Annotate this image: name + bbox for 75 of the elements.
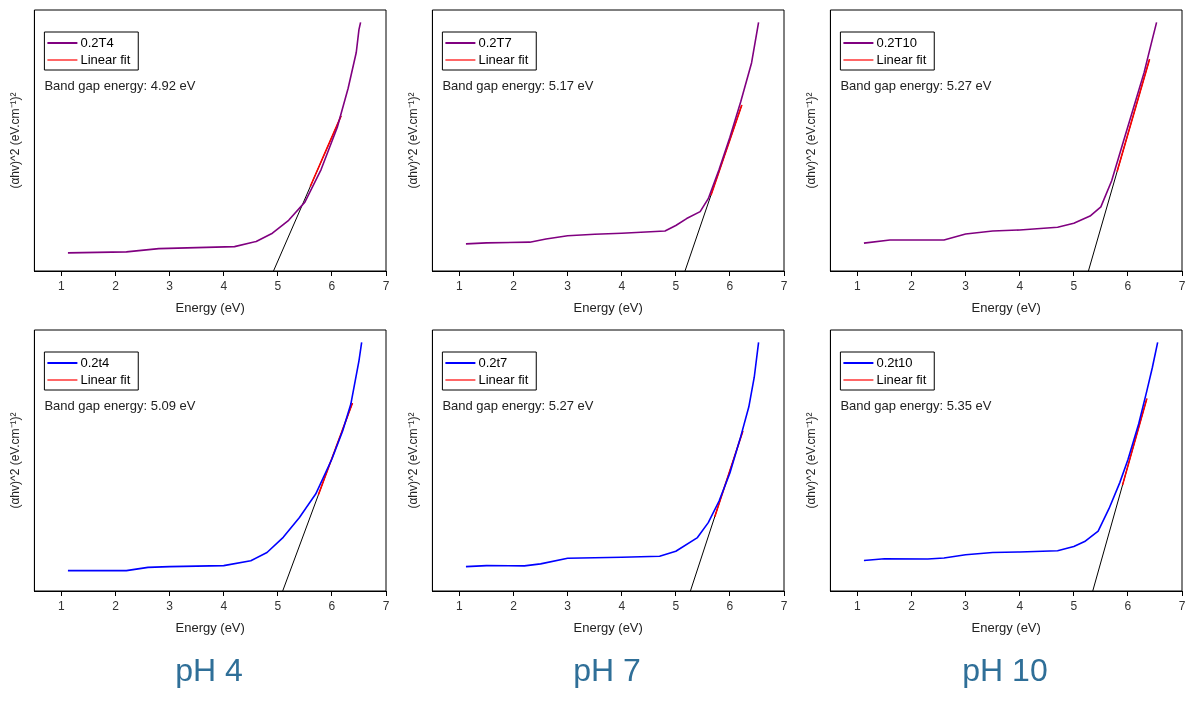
y-axis-title: (αhv)^2 (eV.cm⁻¹)² — [405, 92, 420, 189]
x-tick-label: 3 — [564, 278, 572, 293]
legend-label: Linear fit — [80, 371, 131, 387]
x-tick-label: 5 — [672, 278, 680, 293]
x-tick-label: 6 — [328, 278, 336, 293]
x-tick-label: 5 — [274, 598, 282, 613]
x-tick-label: 3 — [166, 278, 174, 293]
x-tick-label: 1 — [854, 278, 862, 293]
x-tick-label: 1 — [456, 598, 464, 613]
x-tick-label: 7 — [1178, 598, 1186, 613]
legend-label: 0.2T7 — [478, 34, 512, 50]
y-axis-title: (αhv)^2 (eV.cm⁻¹)² — [7, 412, 22, 509]
x-tick-label: 1 — [58, 598, 66, 613]
annotation: Band gap energy: 5.27 eV — [442, 397, 594, 413]
text: pH 10 — [961, 652, 1049, 689]
y-axis-title: (αhv)^2 (eV.cm⁻¹)² — [405, 412, 420, 509]
legend-label: 0.2t7 — [478, 354, 508, 370]
x-tick-label: 1 — [854, 598, 862, 613]
text: pH 4 — [174, 652, 244, 689]
x-tick-label: 7 — [780, 598, 788, 613]
x-tick-label: 2 — [112, 598, 120, 613]
annotation: Band gap energy: 4.92 eV — [44, 77, 196, 93]
x-tick-label: 5 — [672, 598, 680, 613]
legend-label: 0.2t10 — [876, 354, 913, 370]
x-tick-label: 7 — [382, 598, 390, 613]
x-tick-label: 6 — [328, 598, 336, 613]
x-axis-title: Energy (eV) — [175, 619, 245, 635]
text: pH 7 — [572, 652, 642, 689]
x-tick-label: 7 — [1178, 278, 1186, 293]
legend-label: 0.2T4 — [80, 34, 114, 50]
x-tick-label: 5 — [1070, 278, 1078, 293]
x-tick-label: 5 — [1070, 598, 1078, 613]
x-axis-title: Energy (eV) — [971, 619, 1041, 635]
annotation: Band gap energy: 5.35 eV — [840, 397, 992, 413]
y-axis-title: (αhv)^2 (eV.cm⁻¹)² — [803, 92, 818, 189]
annotation: Band gap energy: 5.09 eV — [44, 397, 196, 413]
x-tick-label: 4 — [220, 598, 228, 613]
x-tick-label: 4 — [618, 598, 626, 613]
x-tick-label: 7 — [382, 278, 390, 293]
y-axis-title: (αhv)^2 (eV.cm⁻¹)² — [803, 412, 818, 509]
x-tick-label: 6 — [1124, 598, 1132, 613]
x-tick-label: 3 — [962, 598, 970, 613]
x-tick-label: 2 — [510, 278, 518, 293]
legend-label: Linear fit — [876, 371, 927, 387]
x-tick-label: 3 — [166, 598, 174, 613]
x-tick-label: 3 — [564, 598, 572, 613]
x-tick-label: 6 — [726, 598, 734, 613]
legend-label: 0.2T10 — [876, 34, 917, 50]
x-tick-label: 4 — [1016, 598, 1024, 613]
x-tick-label: 6 — [726, 278, 734, 293]
legend-label: Linear fit — [80, 51, 131, 67]
x-tick-label: 4 — [618, 278, 626, 293]
x-tick-label: 2 — [908, 598, 916, 613]
legend-label: 0.2t4 — [80, 354, 110, 370]
x-tick-label: 5 — [274, 278, 282, 293]
x-tick-label: 4 — [1016, 278, 1024, 293]
legend-label: Linear fit — [478, 51, 529, 67]
legend-label: Linear fit — [876, 51, 927, 67]
x-axis-title: Energy (eV) — [971, 299, 1041, 315]
x-axis-title: Energy (eV) — [573, 299, 643, 315]
x-axis-title: Energy (eV) — [175, 299, 245, 315]
x-axis-title: Energy (eV) — [573, 619, 643, 635]
x-tick-label: 3 — [962, 278, 970, 293]
legend-label: Linear fit — [478, 371, 529, 387]
annotation: Band gap energy: 5.27 eV — [840, 77, 992, 93]
x-tick-label: 7 — [780, 278, 788, 293]
annotation: Band gap energy: 5.17 eV — [442, 77, 594, 93]
x-tick-label: 2 — [510, 598, 518, 613]
x-tick-label: 2 — [908, 278, 916, 293]
x-tick-label: 2 — [112, 278, 120, 293]
x-tick-label: 4 — [220, 278, 228, 293]
x-tick-label: 1 — [456, 278, 464, 293]
x-tick-label: 1 — [58, 278, 66, 293]
x-tick-label: 6 — [1124, 278, 1132, 293]
y-axis-title: (αhv)^2 (eV.cm⁻¹)² — [7, 92, 22, 189]
